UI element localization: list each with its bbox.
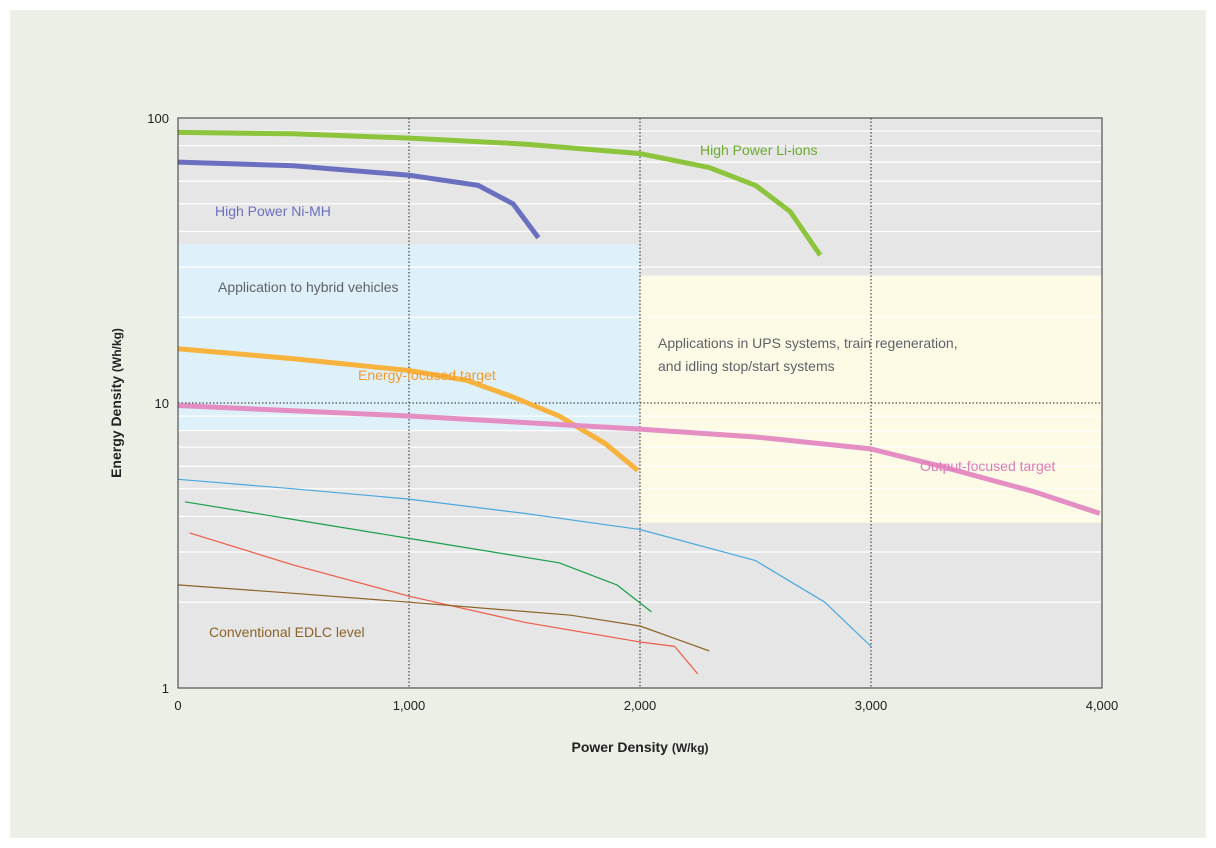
label-energy-focused: Energy-focused target: [358, 367, 496, 383]
y-tick-label: 10: [155, 396, 169, 411]
series-line-thin-4: [177, 478, 872, 647]
y-axis-title: Energy Density (Wh/kg): [108, 328, 124, 478]
series-line-output-focused-target: [177, 403, 1101, 516]
x-tick-label: 1,000: [393, 698, 426, 713]
series-line-high-power-ni-mh: [177, 159, 541, 240]
x-axis-title: Power Density (W/kg): [571, 739, 708, 755]
x-axis-unit: (W/kg): [672, 741, 709, 755]
y-axis-unit: (Wh/kg): [110, 328, 124, 372]
label-output-focused: Output-focused target: [920, 458, 1056, 474]
y-tick-label: 100: [147, 111, 169, 126]
series-line-high-power-li-ions: [177, 129, 823, 257]
label-li-ions: High Power Li-ions: [700, 142, 818, 158]
series-line-thin-7: [177, 584, 710, 652]
x-tick-label: 0: [174, 698, 181, 713]
axis-ticks: 0 1,000 2,000 3,000 4,000 1 10 100: [147, 111, 1118, 713]
y-tick-label: 1: [162, 681, 169, 696]
y-axis-label: Energy Density: [108, 376, 124, 478]
x-tick-label: 4,000: [1086, 698, 1119, 713]
region-hybrid: [178, 244, 640, 431]
label-conventional-edlc: Conventional EDLC level: [209, 624, 365, 640]
x-tick-label: 2,000: [624, 698, 657, 713]
series-line-thin-6: [189, 532, 699, 675]
series-line-energy-focused-target: [177, 346, 640, 473]
data-series: [177, 129, 1101, 675]
label-ni-mh: High Power Ni-MH: [215, 203, 331, 219]
plot-frame: [177, 117, 1103, 689]
x-axis-label: Power Density: [571, 739, 668, 755]
label-ups-region-line2: and idling stop/start systems: [658, 358, 835, 374]
series-line-thin-5: [184, 501, 652, 613]
label-hybrid-region: Application to hybrid vehicles: [218, 279, 399, 295]
x-tick-label: 3,000: [855, 698, 888, 713]
label-ups-region-line1: Applications in UPS systems, train regen…: [658, 335, 958, 351]
